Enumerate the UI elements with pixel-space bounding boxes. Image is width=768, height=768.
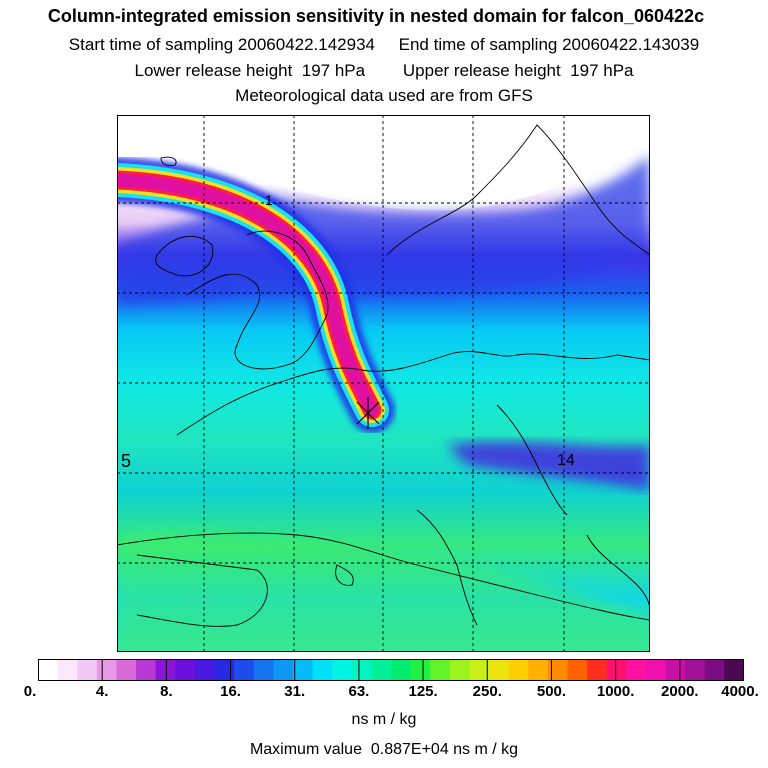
colorbar-segment	[96, 659, 117, 681]
northern-band	[117, 155, 650, 305]
colorbar-label: 4.	[95, 683, 109, 700]
sensitivity-map: 1 5 14	[117, 115, 650, 652]
colorbar-segment	[273, 659, 294, 681]
colorbar-segment	[410, 659, 431, 681]
lat-lon-grid	[117, 115, 650, 652]
coastlines	[117, 124, 650, 627]
colorbar-segment	[234, 659, 255, 681]
colorbar-segment	[606, 659, 627, 681]
colorbar-label: 8.	[160, 683, 173, 700]
age-label-14: 14	[557, 452, 575, 469]
colorbar-label: 125.	[408, 683, 438, 700]
colorbar	[38, 659, 744, 681]
eastern-band	[447, 441, 650, 490]
age-label-1: 1	[265, 192, 273, 208]
colorbar-label: 250.	[472, 683, 502, 700]
colorbar-segment	[547, 659, 568, 681]
colorbar-segment	[469, 659, 490, 681]
plume-core	[117, 173, 379, 417]
southern-band	[117, 532, 650, 652]
colorbar-segment	[175, 659, 196, 681]
colorbar-segment	[371, 659, 392, 681]
colorbar-segment	[665, 659, 686, 681]
colorbar-segment	[567, 659, 588, 681]
colorbar-segment	[194, 659, 215, 681]
sampling-time-line: Start time of sampling 20060422.142934 E…	[68, 35, 700, 54]
colorbar-segment	[528, 659, 549, 681]
colorbar-label: 16.	[220, 683, 241, 700]
colorbar-segment	[77, 659, 98, 681]
colorbar-label: 63.	[348, 683, 370, 700]
map-canvas: 1 5 14	[117, 115, 650, 652]
colorbar-units: ns m / kg	[351, 711, 417, 728]
low-sensitivity-region	[117, 115, 650, 211]
colorbar-segment	[508, 659, 529, 681]
colorbar-frame	[38, 659, 744, 681]
colorbar-segment	[626, 659, 647, 681]
met-data-line: Meteorological data used are from GFS	[235, 86, 533, 105]
colorbar-segment	[253, 659, 274, 681]
colorbar-segment	[489, 659, 510, 681]
colorbar-segment	[587, 659, 608, 681]
colorbar-segment	[391, 659, 412, 681]
colorbar-segment	[292, 659, 314, 681]
release-point-marker	[356, 397, 380, 429]
colorbar-segment	[116, 659, 137, 681]
colorbar-segment	[351, 659, 372, 681]
colorbar-label: 0.	[23, 683, 37, 700]
colorbar-segment	[332, 659, 353, 681]
colorbar-segment	[214, 659, 235, 681]
colorbar-label: 31.	[284, 683, 306, 700]
maximum-value: Maximum value 0.887E+04 ns m / kg	[249, 741, 519, 758]
colorbar-segment	[704, 659, 725, 681]
colorbar-segment	[312, 659, 333, 681]
colorbar-label: 500.	[536, 683, 567, 700]
colorbar-segment	[645, 659, 667, 681]
plot-title: Column-integrated emission sensitivity i…	[47, 6, 705, 26]
colorbar-segment	[430, 659, 451, 681]
colorbar-segment	[155, 659, 176, 681]
colorbar-segment	[724, 659, 744, 681]
colorbar-segment	[136, 659, 157, 681]
colorbar-segment	[57, 659, 78, 681]
colorbar-segment	[449, 659, 470, 681]
age-label-5: 5	[121, 451, 131, 471]
colorbar-label: 2000.	[661, 683, 699, 700]
map-frame	[117, 115, 650, 652]
release-height-line: Lower release height 197 hPa Upper relea…	[134, 61, 634, 80]
colorbar-label: 1000.	[596, 683, 635, 700]
colorbar-segment	[685, 659, 706, 681]
colorbar-segment	[38, 659, 59, 681]
colorbar-label: 4000.	[721, 683, 759, 700]
